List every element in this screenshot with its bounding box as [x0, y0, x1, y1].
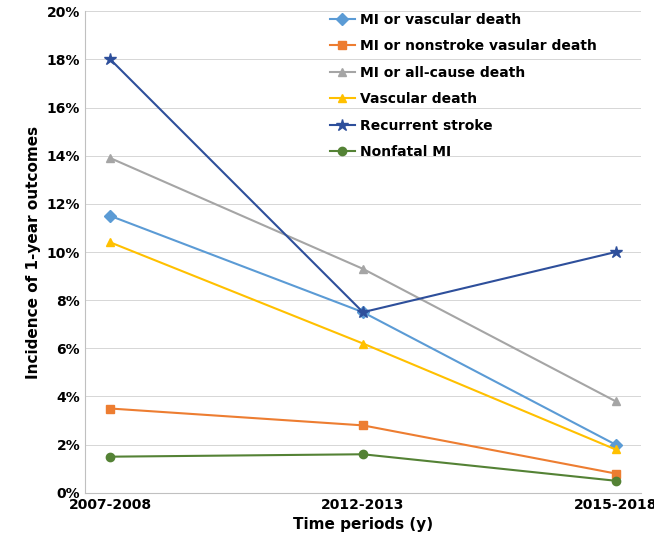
- Y-axis label: Incidence of 1-year outcomes: Incidence of 1-year outcomes: [26, 125, 41, 379]
- Recurrent stroke: [107, 56, 114, 63]
- Nonfatal MI: [359, 451, 367, 458]
- Line: MI or all-cause death: MI or all-cause death: [106, 154, 620, 405]
- MI or vascular death: [611, 441, 619, 448]
- Legend: MI or vascular death, MI or nonstroke vasular death, MI or all-cause death, Vasc: MI or vascular death, MI or nonstroke va…: [326, 8, 601, 164]
- Vascular death: [611, 446, 619, 453]
- MI or vascular death: [107, 213, 114, 220]
- Line: MI or nonstroke vasular death: MI or nonstroke vasular death: [106, 404, 620, 478]
- Vascular death: [107, 239, 114, 246]
- MI or all-cause death: [611, 398, 619, 405]
- Nonfatal MI: [107, 454, 114, 460]
- MI or vascular death: [359, 309, 367, 316]
- Nonfatal MI: [611, 477, 619, 484]
- Recurrent stroke: [611, 249, 619, 255]
- Line: Recurrent stroke: Recurrent stroke: [104, 53, 622, 319]
- MI or nonstroke vasular death: [611, 470, 619, 477]
- Line: MI or vascular death: MI or vascular death: [106, 212, 620, 449]
- MI or all-cause death: [359, 265, 367, 272]
- MI or nonstroke vasular death: [107, 405, 114, 412]
- Line: Vascular death: Vascular death: [106, 238, 620, 454]
- MI or nonstroke vasular death: [359, 422, 367, 429]
- Line: Nonfatal MI: Nonfatal MI: [106, 450, 620, 485]
- MI or all-cause death: [107, 155, 114, 161]
- Recurrent stroke: [359, 309, 367, 316]
- X-axis label: Time periods (y): Time periods (y): [293, 517, 433, 532]
- Vascular death: [359, 340, 367, 347]
